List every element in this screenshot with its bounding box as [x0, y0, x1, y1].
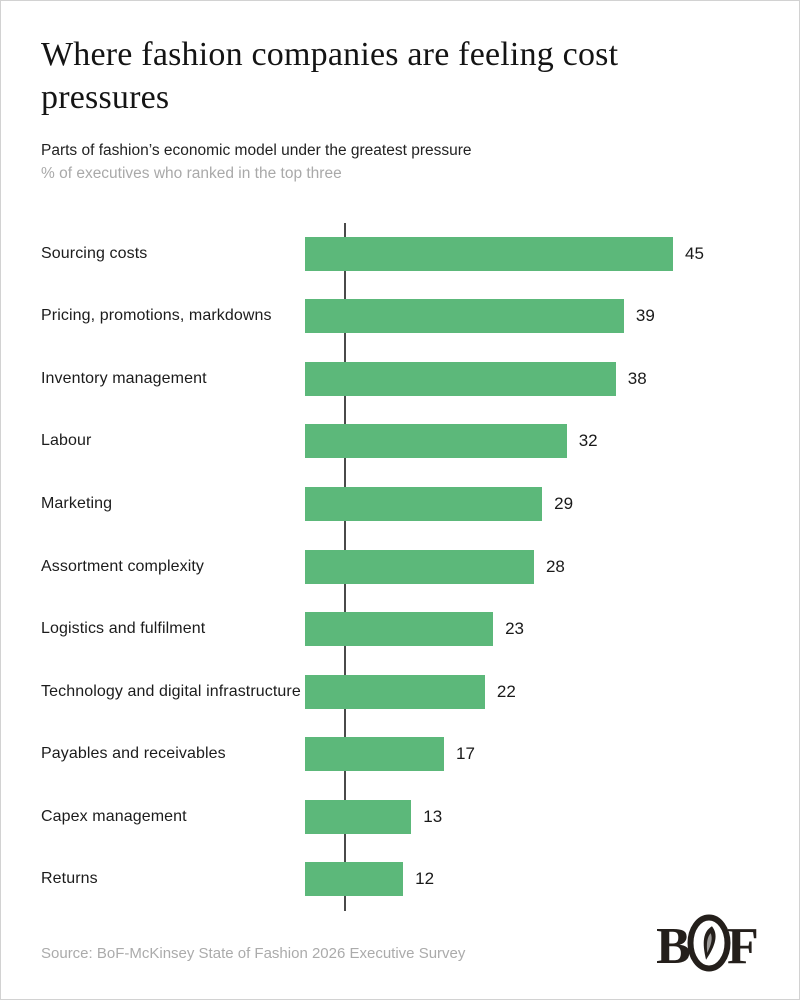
bar-row: Logistics and fulfilment 23 [1, 598, 799, 661]
category-label: Capex management [41, 807, 187, 825]
chart-subtitle-note: % of executives who ranked in the top th… [41, 164, 342, 182]
bar-chart: Sourcing costs 45 Pricing, promotions, mar… [1, 222, 799, 911]
logo-letter-f: F [727, 918, 759, 975]
category-label: Payables and receivables [41, 745, 226, 763]
category-label: Assortment complexity [41, 557, 205, 575]
logo-leaf-highlight [706, 933, 712, 953]
bar [305, 486, 543, 521]
bar [305, 299, 624, 334]
value-label: 13 [423, 806, 443, 826]
category-label: Labour [41, 432, 92, 450]
value-label: 17 [456, 744, 475, 764]
bar-rows: Sourcing costs 45 Pricing, promotions, mar… [1, 223, 799, 911]
bar-row: Technology and digital infrastructure 22 [1, 660, 799, 723]
category-label: Inventory management [41, 369, 207, 387]
category-label: Logistics and fulfilment [41, 620, 206, 638]
bar [305, 674, 485, 709]
value-label: 45 [685, 243, 704, 263]
category-label: Technology and digital infrastructure [41, 682, 301, 700]
category-label: Marketing [41, 494, 113, 512]
bar-row: Inventory management 38 [1, 348, 799, 411]
logo-letter-o-ring [687, 914, 731, 972]
bar-row: Payables and receivables 17 [1, 723, 799, 786]
chart-title: Where fashion companies are feeling cost… [41, 36, 619, 116]
value-label: 28 [545, 556, 565, 576]
bof-logo-icon: B F [657, 914, 759, 975]
source-note: Source: BoF-McKinsey State of Fashion 20… [41, 945, 466, 962]
value-label: 32 [578, 431, 598, 451]
category-label: Sourcing costs [41, 244, 148, 262]
bar-row: Assortment complexity 28 [1, 535, 799, 598]
value-label: 23 [505, 619, 524, 639]
bar [305, 361, 616, 396]
bar-row: Marketing 29 [1, 473, 799, 536]
chart-subtitle: Parts of fashion’s economic model under … [41, 141, 472, 159]
bar [305, 424, 567, 459]
bar-row: Sourcing costs 45 [1, 223, 799, 286]
value-label: 29 [554, 493, 574, 513]
value-label: 39 [635, 306, 655, 326]
value-label: 38 [627, 368, 647, 388]
value-label: 12 [415, 869, 435, 889]
bar-row: Labour 32 [1, 410, 799, 473]
bar [305, 737, 445, 772]
category-label: Returns [41, 870, 98, 888]
bar [305, 612, 494, 647]
bar-row: Capex management 13 [1, 785, 799, 848]
bar [305, 236, 673, 271]
bar [305, 862, 404, 897]
bar-row: Returns 12 [1, 848, 799, 911]
logo-letter-b: B [657, 918, 691, 975]
bof-logo: B F [657, 911, 763, 979]
bar-row: Pricing, promotions, markdowns 39 [1, 285, 799, 348]
bar [305, 549, 534, 584]
bar [305, 799, 412, 834]
category-label: Pricing, promotions, markdowns [41, 307, 272, 325]
value-label: 22 [496, 681, 516, 701]
